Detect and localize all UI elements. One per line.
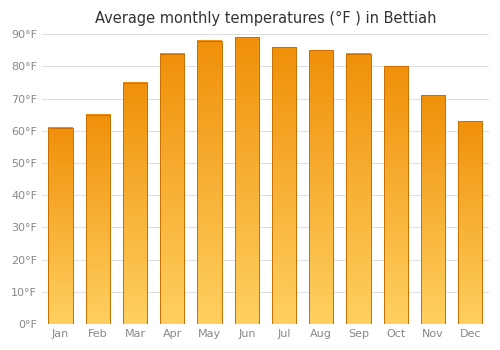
Bar bbox=[48, 128, 72, 324]
Bar bbox=[86, 115, 110, 324]
Bar bbox=[458, 121, 482, 324]
Bar bbox=[160, 54, 184, 324]
Bar bbox=[272, 47, 296, 324]
Bar bbox=[198, 41, 222, 324]
Bar bbox=[234, 37, 259, 324]
Bar bbox=[384, 66, 408, 324]
Bar bbox=[421, 96, 445, 324]
Bar bbox=[346, 54, 370, 324]
Bar bbox=[123, 83, 147, 324]
Title: Average monthly temperatures (°F ) in Bettiah: Average monthly temperatures (°F ) in Be… bbox=[94, 11, 436, 26]
Bar bbox=[309, 50, 334, 324]
